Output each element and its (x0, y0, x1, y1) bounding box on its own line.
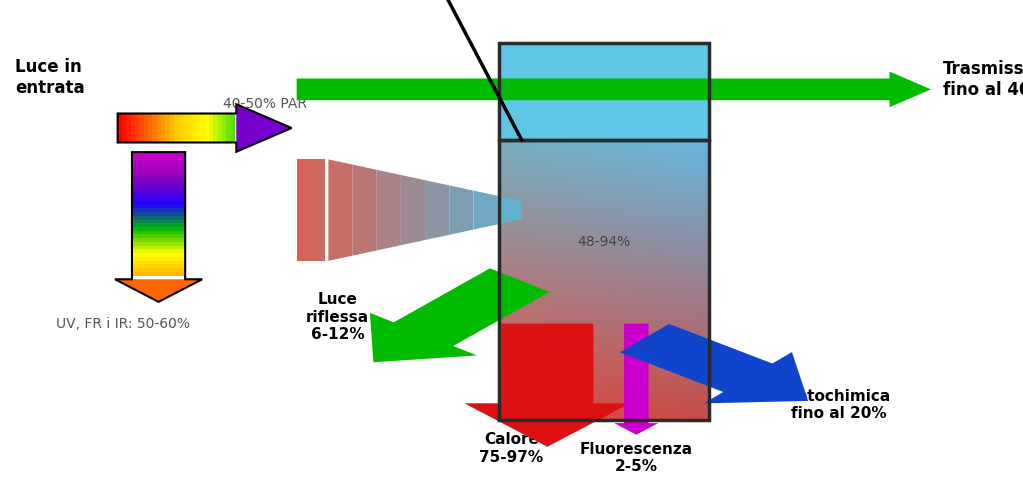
Bar (132, 163, 185, 167)
Bar (132, 246, 185, 249)
Bar (132, 193, 185, 197)
Text: Fotochimica
fino al 20%: Fotochimica fino al 20% (788, 389, 890, 421)
Text: Luce in
entrata: Luce in entrata (15, 58, 85, 97)
Text: Fluorescenza
2-5%: Fluorescenza 2-5% (580, 442, 693, 474)
Bar (152, 114, 157, 142)
Polygon shape (401, 175, 426, 245)
Bar (132, 204, 185, 208)
Polygon shape (449, 185, 474, 235)
Bar (170, 114, 174, 142)
Bar (222, 114, 226, 142)
Bar (132, 186, 185, 189)
Bar (132, 219, 185, 223)
Bar (132, 156, 185, 159)
Bar (303, 159, 308, 261)
Bar (183, 114, 187, 142)
Bar (132, 249, 185, 253)
Bar (132, 234, 185, 238)
Text: Luce
riflessa
6-12%: Luce riflessa 6-12% (306, 292, 369, 342)
Bar (131, 114, 135, 142)
Bar (132, 231, 185, 234)
Bar (132, 182, 185, 186)
Bar (166, 114, 170, 142)
Bar (132, 272, 185, 276)
Bar (231, 114, 235, 142)
Bar (135, 114, 139, 142)
Text: Trasmissione
fino al 40%: Trasmissione fino al 40% (943, 60, 1023, 99)
Bar (174, 114, 178, 142)
Bar (132, 159, 185, 163)
Bar (132, 189, 185, 193)
Bar (132, 268, 185, 272)
Bar (148, 114, 152, 142)
Text: Calore
75-97%: Calore 75-97% (480, 432, 543, 465)
Bar (118, 114, 122, 142)
Bar (132, 208, 185, 212)
Bar (308, 159, 313, 261)
Bar (297, 159, 303, 261)
Bar (132, 174, 185, 178)
Bar (132, 212, 185, 216)
Text: 40-50% PAR: 40-50% PAR (223, 97, 307, 111)
Bar (226, 114, 231, 142)
Bar (132, 257, 185, 261)
Bar (205, 114, 209, 142)
Bar (157, 114, 161, 142)
Bar (132, 227, 185, 231)
Polygon shape (370, 269, 549, 362)
Polygon shape (297, 71, 931, 107)
Polygon shape (614, 324, 659, 435)
Bar (126, 114, 131, 142)
Bar (132, 167, 185, 171)
Text: UV, FR i IR: 50-60%: UV, FR i IR: 50-60% (56, 317, 190, 330)
Bar (319, 159, 325, 261)
Bar (499, 43, 709, 140)
Bar (139, 114, 143, 142)
Polygon shape (376, 170, 401, 250)
Bar (132, 238, 185, 242)
Bar (201, 114, 205, 142)
Polygon shape (115, 279, 203, 302)
Polygon shape (474, 191, 497, 229)
Polygon shape (328, 159, 353, 261)
Bar (132, 216, 185, 219)
Bar (191, 114, 195, 142)
Bar (499, 140, 709, 420)
Bar (313, 159, 319, 261)
Bar (132, 201, 185, 205)
Bar (132, 171, 185, 174)
Bar (122, 114, 127, 142)
Bar (132, 152, 185, 156)
Bar (162, 114, 166, 142)
Bar (132, 178, 185, 182)
Bar (132, 261, 185, 264)
Bar (218, 114, 222, 142)
Bar (209, 114, 213, 142)
Bar (132, 253, 185, 257)
Bar (132, 223, 185, 227)
Bar (214, 114, 218, 142)
Bar (143, 114, 148, 142)
Bar (132, 197, 185, 201)
Bar (132, 242, 185, 246)
Bar (187, 114, 191, 142)
Bar (178, 114, 183, 142)
Polygon shape (236, 104, 292, 152)
Polygon shape (497, 196, 522, 225)
Polygon shape (426, 180, 449, 240)
Bar (132, 264, 185, 268)
Bar (196, 114, 201, 142)
Polygon shape (464, 324, 630, 447)
Text: 48-94%: 48-94% (577, 235, 630, 248)
Polygon shape (353, 165, 376, 256)
Polygon shape (620, 324, 808, 403)
